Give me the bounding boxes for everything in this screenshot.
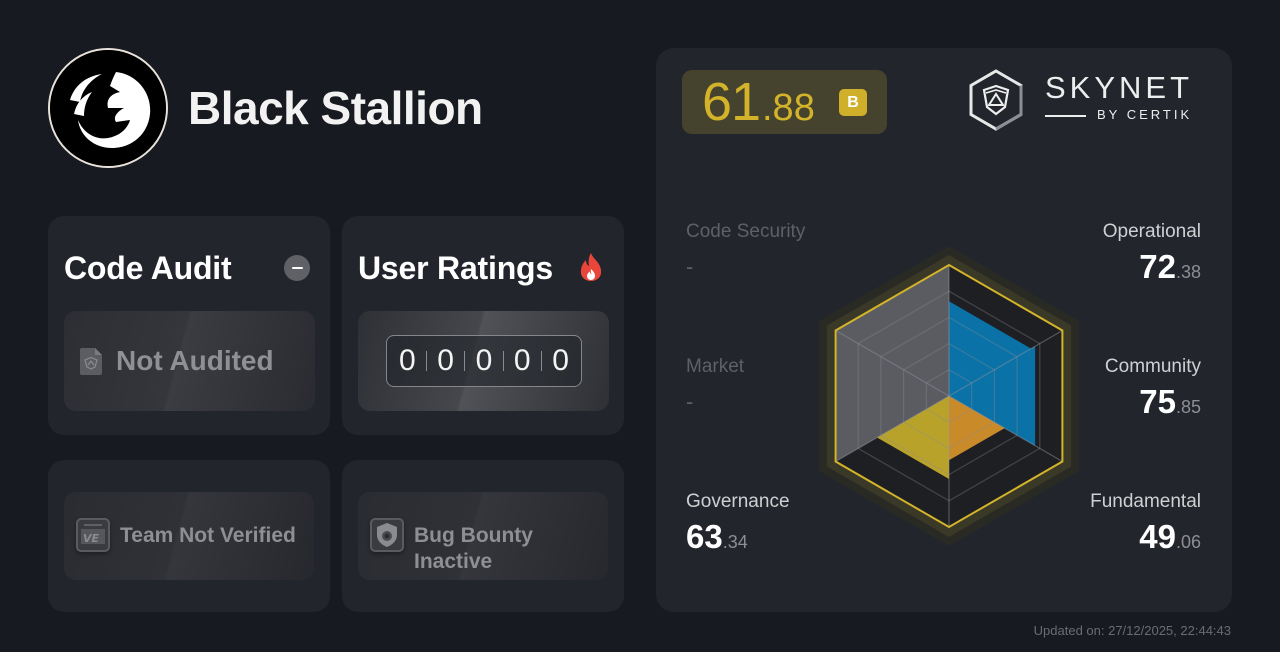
ratings-counter-box: 0 0 0 0 0 <box>358 311 609 411</box>
metric-value-market: - <box>686 389 694 414</box>
radar-sector-fundamental <box>949 396 1005 461</box>
last-updated-timestamp: Updated on: 27/12/2025, 22:44:43 <box>1033 623 1231 638</box>
metric-label-governance: Governance <box>686 491 790 512</box>
metric-label-operational: Operational <box>1102 221 1201 242</box>
metric-label-market: Market <box>686 356 745 377</box>
code-audit-card[interactable]: Code Audit Not Audited <box>48 216 330 435</box>
minus-circle-icon <box>284 255 310 281</box>
rating-digit: 0 <box>475 344 493 377</box>
metric-label-code-security: Code Security <box>686 221 806 242</box>
metric-label-community: Community <box>1104 356 1201 377</box>
team-status-label: Team Not Verified <box>120 524 296 547</box>
project-logo <box>48 48 168 168</box>
metric-value-governance: 63.34 <box>686 518 748 555</box>
radar-sector-market <box>835 330 949 462</box>
radar-sector-community <box>949 346 1036 446</box>
metric-value-fundamental: 49.06 <box>1139 518 1201 555</box>
project-name: Black Stallion <box>188 82 483 134</box>
metric-value-code-security: - <box>686 254 694 279</box>
bug-bounty-status-box: Bug Bounty Inactive <box>358 492 608 580</box>
audit-status-box: Not Audited <box>64 311 315 411</box>
metric-value-community: 75.85 <box>1139 383 1201 420</box>
digit-separator <box>502 351 504 371</box>
shield-bug-icon <box>370 518 404 552</box>
rating-digit: 0 <box>513 344 531 377</box>
user-ratings-title: User Ratings <box>358 250 553 286</box>
score-decimal: .88 <box>762 87 815 129</box>
horse-head-logo-icon <box>50 50 166 166</box>
digit-separator <box>464 351 466 371</box>
metric-label-fundamental: Fundamental <box>1090 491 1201 512</box>
digit-separator <box>425 351 427 371</box>
ratings-counter: 0 0 0 0 0 <box>386 335 582 387</box>
digit-separator <box>540 351 542 371</box>
code-audit-title: Code Audit <box>64 250 232 286</box>
security-score-panel: 61 .88 B SKYNET BY CERTIK Code Security … <box>656 48 1232 612</box>
audit-status-label: Not Audited <box>116 345 274 376</box>
fire-icon <box>580 253 602 281</box>
team-verification-card[interactable]: VE Team Not Verified <box>48 460 330 612</box>
skynet-hex-shield-icon <box>969 69 1023 131</box>
user-ratings-card[interactable]: User Ratings 0 0 0 0 0 <box>342 216 624 435</box>
radar-sector-governance <box>877 396 949 479</box>
grade-badge: B <box>839 89 867 116</box>
bug-bounty-card[interactable]: Bug Bounty Inactive <box>342 460 624 612</box>
score-radar-chart <box>819 246 1079 546</box>
radar-sector-code-security <box>835 265 949 396</box>
svg-text:VE: VE <box>83 532 100 545</box>
radar-sector-operational <box>949 301 1032 396</box>
rating-digit: 0 <box>398 344 416 377</box>
team-status-box: VE Team Not Verified <box>64 492 314 580</box>
id-card-icon: VE <box>76 518 110 552</box>
bug-bounty-label: Bug Bounty Inactive <box>414 524 533 573</box>
audit-document-icon <box>80 348 102 375</box>
score-integer: 61 <box>702 72 761 132</box>
brand-divider-line <box>1045 115 1086 117</box>
metric-value-operational: 72.38 <box>1139 248 1201 285</box>
skynet-byline: BY CERTIK <box>1097 107 1193 122</box>
rating-digit: 0 <box>552 344 569 377</box>
skynet-wordmark: SKYNET <box>1045 70 1194 105</box>
overall-score-pill: 61 .88 B <box>682 70 887 134</box>
rating-digit: 0 <box>437 344 454 377</box>
